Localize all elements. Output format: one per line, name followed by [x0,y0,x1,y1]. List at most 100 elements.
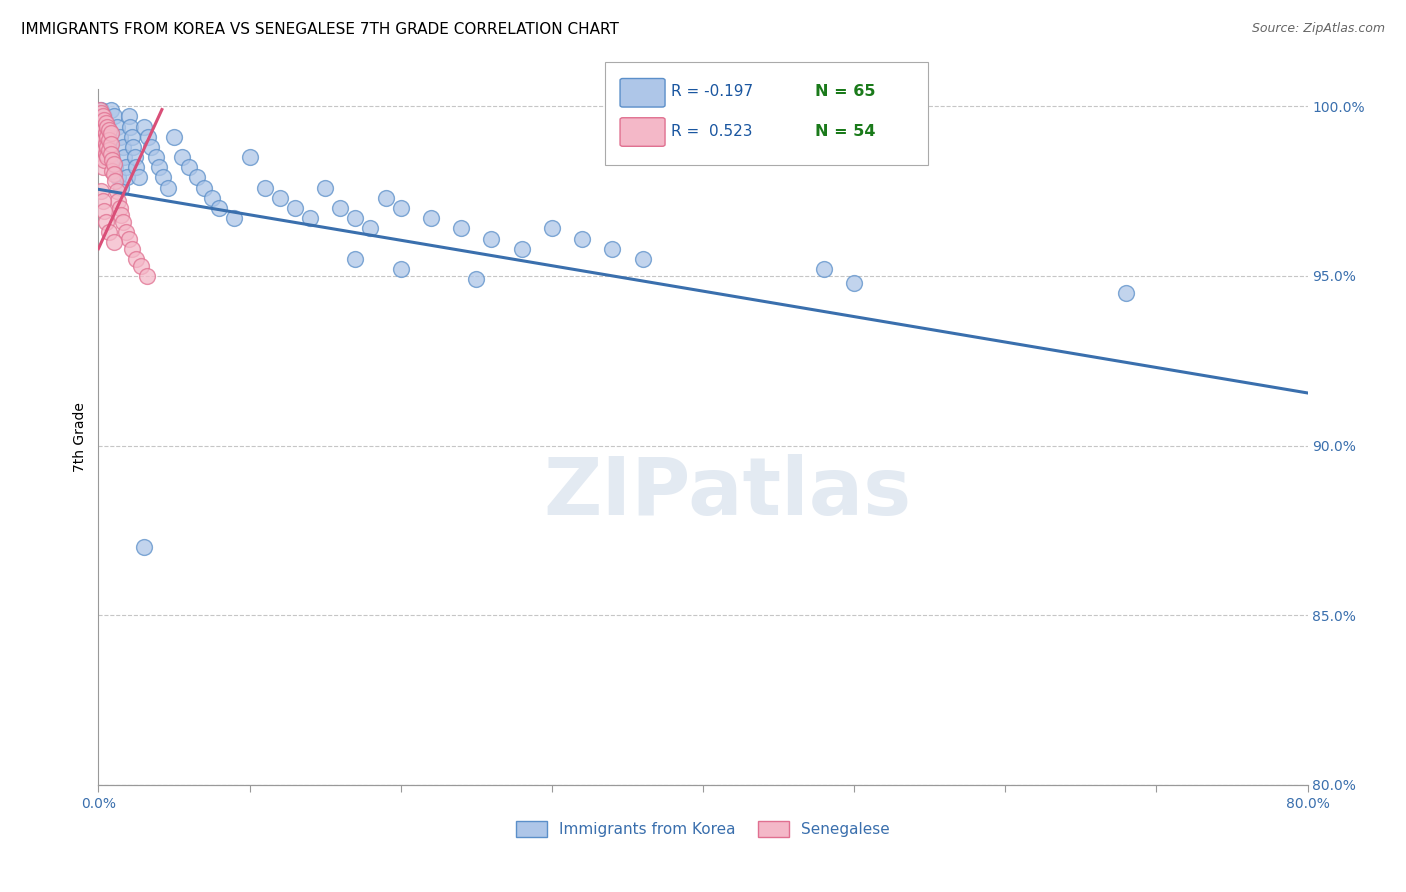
Point [510,242,533,256]
Point [314,180,336,194]
Point [1115,285,1137,300]
Point [104,174,127,188]
Text: R = -0.197: R = -0.197 [671,85,752,99]
Point [98,140,121,154]
Point [91,161,114,175]
Point [299,211,322,226]
Point [120,120,142,134]
Point [93,123,115,137]
Point [111,140,134,154]
Point [121,129,143,144]
Point [89,103,111,117]
Point [121,242,143,256]
Point [93,112,115,127]
Point [269,191,291,205]
Point [91,150,114,164]
Point [103,157,125,171]
Point [540,221,562,235]
Text: Source: ZipAtlas.com: Source: ZipAtlas.com [1251,22,1385,36]
Text: R =  0.523: R = 0.523 [671,124,752,138]
Point [96,150,118,164]
Point [94,116,117,130]
Point [93,133,115,147]
Point [101,153,124,168]
Text: N = 65: N = 65 [815,85,876,99]
Point [96,129,118,144]
Point [93,143,115,157]
Point [91,129,114,144]
Point [96,129,118,144]
Point [136,129,159,144]
Point [156,180,179,194]
Point [91,120,114,134]
Text: N = 54: N = 54 [815,124,876,138]
Point [141,140,163,154]
Point [571,231,593,245]
Point [110,208,132,222]
Point [132,120,155,134]
Point [93,109,115,123]
Point [208,201,231,215]
Point [118,109,141,123]
Point [129,259,152,273]
Point [135,268,157,283]
Point [844,276,866,290]
Point [344,252,367,266]
Point [90,103,112,117]
Point [108,129,131,144]
Point [329,201,352,215]
Point [118,231,141,245]
Point [96,120,118,134]
Point [94,146,117,161]
Point [110,180,132,194]
Point [98,133,121,147]
Point [420,211,443,226]
Point [284,201,307,215]
Point [389,201,412,215]
Point [145,150,167,164]
Point [90,126,112,140]
Point [104,161,127,175]
Point [100,103,122,117]
Point [93,153,115,168]
Point [91,140,114,154]
Point [170,150,193,164]
Point [186,170,208,185]
Point [98,143,121,157]
Point [631,252,654,266]
Point [124,150,146,164]
Point [360,221,382,235]
Point [94,214,117,228]
Point [105,120,128,134]
Point [93,204,115,219]
Point [101,150,124,164]
Point [125,161,148,175]
Point [91,194,114,209]
Point [374,191,396,205]
Point [114,225,136,239]
Point [100,146,122,161]
Point [100,126,122,140]
Point [128,170,150,185]
Point [125,252,148,266]
Point [90,184,112,198]
Point [122,140,145,154]
Point [193,180,215,194]
Point [91,109,114,123]
Point [465,272,488,286]
Point [602,242,624,256]
Point [112,150,135,164]
Point [103,109,125,123]
Point [98,225,121,239]
Point [224,211,246,226]
Point [94,120,117,134]
Point [148,161,170,175]
Point [101,163,124,178]
Point [813,262,835,277]
Point [105,184,128,198]
Point [481,231,503,245]
Point [389,262,412,277]
Point [107,194,129,209]
Point [98,123,121,137]
Point [90,116,112,130]
